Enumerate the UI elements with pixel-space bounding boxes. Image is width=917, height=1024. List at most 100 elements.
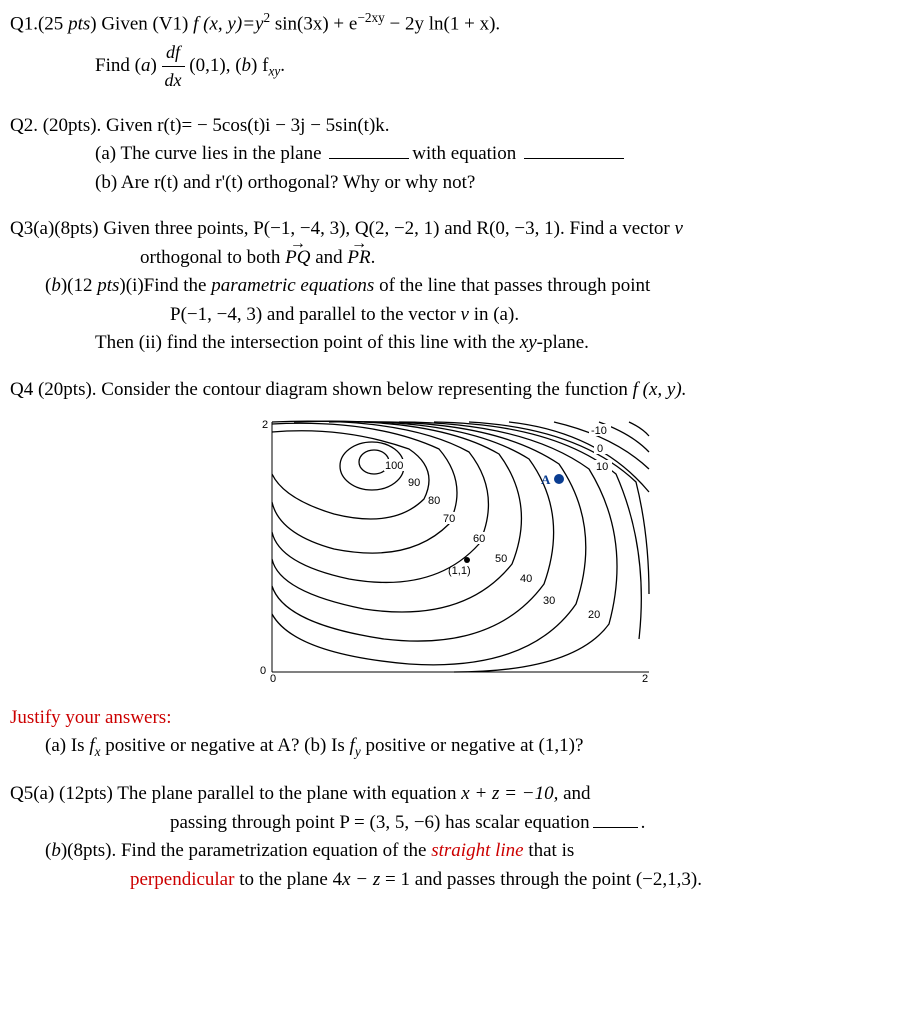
q5-l4b: to the plane 4 xyxy=(234,869,342,890)
point-11-marker xyxy=(464,557,470,563)
q3-l2c: . xyxy=(371,247,376,268)
q1-find: Find ( xyxy=(95,55,141,76)
q2-a2: with equation xyxy=(412,143,521,164)
svg-text:70: 70 xyxy=(443,513,455,525)
q5-l3d: straight line xyxy=(431,840,528,861)
q1-find2: (0,1), ( xyxy=(189,55,241,76)
q3-line5: Then (ii) find the intersection point of… xyxy=(10,329,907,358)
q3-l3e: )(i)Find the xyxy=(119,275,211,296)
q1-pts: pts xyxy=(63,13,90,34)
q5-l1b: and xyxy=(558,783,590,804)
q5-l4c: x − z xyxy=(342,869,380,890)
contour-diagram: -10 0 10 100 90 80 70 60 50 40 xyxy=(10,414,907,694)
q1-fn2: sin(3x) + e xyxy=(270,13,357,34)
svg-text:0: 0 xyxy=(270,673,276,684)
q3-line2: orthogonal to both PQ and PR. xyxy=(10,244,907,273)
q2-b: (b) Are r(t) and r'(t) orthogonal? Why o… xyxy=(10,169,907,198)
q1-find-a: a xyxy=(141,55,151,76)
point-a-label: A xyxy=(541,472,551,487)
q1-exp: −2xy xyxy=(357,10,384,25)
q1-title-1: Q1.(25 xyxy=(10,13,63,34)
svg-text:50: 50 xyxy=(495,553,507,565)
q1-line2: Find (a) df dx (0,1), (b) fxy. xyxy=(10,39,907,94)
q3-l5: Then (ii) find the intersection point of… xyxy=(95,332,520,353)
q2-title: Q2. (20pts). Given r(t)= − 5cos(t)i − 3j… xyxy=(10,112,907,141)
question-4: Q4 (20pts). Consider the contour diagram… xyxy=(10,376,907,762)
q3-pr: PR xyxy=(347,244,370,273)
q1-fn3: − 2y ln(1 + x). xyxy=(385,13,500,34)
question-2: Q2. (20pts). Given r(t)= − 5cos(t)i − 3j… xyxy=(10,112,907,198)
q5-l3e: that is xyxy=(528,840,574,861)
q5-line4: perpendicular to the plane 4x − z = 1 an… xyxy=(10,866,907,895)
q3-line3: (b)(12 pts)(i)Find the parametric equati… xyxy=(10,272,907,301)
contour-svg: -10 0 10 100 90 80 70 60 50 40 xyxy=(254,414,664,684)
q2-blank2 xyxy=(524,158,624,159)
q3-xy: xy xyxy=(520,332,537,353)
q1-frac-den: dx xyxy=(162,67,185,94)
q5-l4d: = 1 and passes through the point (−2,1,3… xyxy=(380,869,702,890)
q4-justify: Justify your answers: xyxy=(10,704,907,733)
q4-a1: (a) Is xyxy=(45,735,89,756)
q2-a-text: (a) The curve lies in the plane xyxy=(95,143,326,164)
q3-l5b: -plane. xyxy=(537,332,589,353)
svg-text:20: 20 xyxy=(588,609,600,621)
svg-text:30: 30 xyxy=(543,595,555,607)
q1-find3: ) f xyxy=(251,55,268,76)
svg-text:2: 2 xyxy=(262,419,268,431)
q3-l1a: Q3(a)(8pts) Given three points, P(−1, −4… xyxy=(10,218,674,239)
svg-text:2: 2 xyxy=(642,673,648,684)
svg-text:-10: -10 xyxy=(591,425,607,437)
q1-frac: df dx xyxy=(162,39,185,94)
q3-l3b: b xyxy=(51,275,61,296)
q3-l3c: )(12 xyxy=(61,275,93,296)
point-a-marker xyxy=(554,474,564,484)
q3-pq: PQ xyxy=(285,244,310,273)
q1-frac-num: df xyxy=(162,39,185,67)
q4-title: Q4 (20pts). Consider the contour diagram… xyxy=(10,376,907,405)
q3-l4b: in (a). xyxy=(469,304,519,325)
q3-l2a: orthogonal to both xyxy=(140,247,285,268)
q1-dot: . xyxy=(280,55,285,76)
svg-text:80: 80 xyxy=(428,495,440,507)
q4-fn: f (x, y). xyxy=(633,379,687,400)
q5-l1: Q5(a) (12pts) The plane parallel to the … xyxy=(10,783,461,804)
q3-v: v xyxy=(674,218,682,239)
svg-text:40: 40 xyxy=(520,573,532,585)
q5-eq1: x + z = −10, xyxy=(461,783,558,804)
q2-blank1 xyxy=(329,158,409,159)
svg-text:0: 0 xyxy=(260,665,266,677)
q5-line3: (b)(8pts). Find the parametrization equa… xyxy=(10,837,907,866)
q4-a3: positive or negative at (1,1)? xyxy=(361,735,584,756)
q4-a2: positive or negative at A? (b) Is xyxy=(101,735,350,756)
q1-find-b: b xyxy=(242,55,252,76)
q5-l3c: )(8pts). Find the parametrization equati… xyxy=(61,840,431,861)
q3-line1: Q3(a)(8pts) Given three points, P(−1, −4… xyxy=(10,215,907,244)
svg-text:0: 0 xyxy=(597,443,603,455)
q5-l2b: . xyxy=(641,812,646,833)
q5-line2: passing through point P = (3, 5, −6) has… xyxy=(10,809,907,838)
point-11-label: (1,1) xyxy=(448,565,471,577)
q5-l3b: b xyxy=(51,840,61,861)
q3-line4: P(−1, −4, 3) and parallel to the vector … xyxy=(10,301,907,330)
q1-line1: Q1.(25 pts) Given (V1) f (x, y)=y2 sin(3… xyxy=(10,8,907,39)
q3-l3g: of the line that passes through point xyxy=(374,275,650,296)
svg-text:10: 10 xyxy=(596,461,608,473)
q3-l2b: and xyxy=(310,247,347,268)
q1-title-2: ) Given (V1) xyxy=(90,13,193,34)
question-5: Q5(a) (12pts) The plane parallel to the … xyxy=(10,780,907,894)
q4-ab: (a) Is fx positive or negative at A? (b)… xyxy=(10,732,907,762)
q5-l2a: passing through point P = (3, 5, −6) has… xyxy=(170,812,590,833)
q5-blank xyxy=(593,827,638,828)
question-3: Q3(a)(8pts) Given three points, P(−1, −4… xyxy=(10,215,907,358)
q1-paren: ) xyxy=(150,55,156,76)
q5-l4a: perpendicular xyxy=(130,869,234,890)
q4-t: Q4 (20pts). Consider the contour diagram… xyxy=(10,379,633,400)
q3-l4v: v xyxy=(461,304,469,325)
svg-text:90: 90 xyxy=(408,477,420,489)
question-1: Q1.(25 pts) Given (V1) f (x, y)=y2 sin(3… xyxy=(10,8,907,94)
q3-l3d: pts xyxy=(92,275,119,296)
q1-fn: f (x, y)=y xyxy=(193,13,263,34)
svg-text:100: 100 xyxy=(385,460,403,472)
q3-l3f: parametric equations xyxy=(211,275,374,296)
svg-text:60: 60 xyxy=(473,533,485,545)
